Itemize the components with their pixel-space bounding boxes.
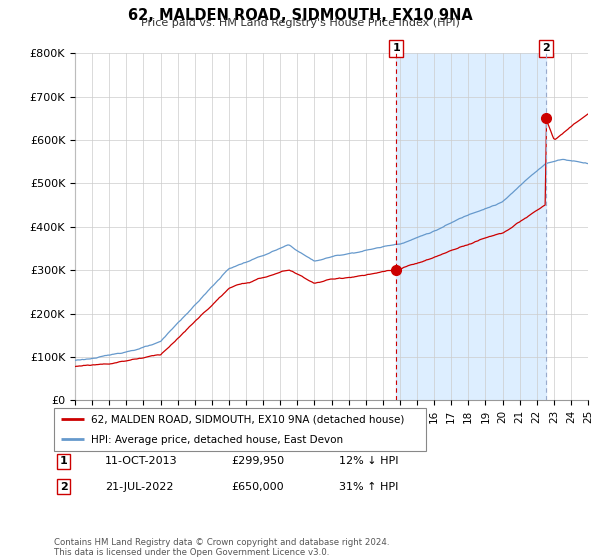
Text: 62, MALDEN ROAD, SIDMOUTH, EX10 9NA: 62, MALDEN ROAD, SIDMOUTH, EX10 9NA (128, 8, 472, 24)
Text: £299,950: £299,950 (231, 456, 284, 466)
FancyBboxPatch shape (54, 408, 426, 451)
Text: 2: 2 (60, 482, 67, 492)
Text: 62, MALDEN ROAD, SIDMOUTH, EX10 9NA (detached house): 62, MALDEN ROAD, SIDMOUTH, EX10 9NA (det… (91, 415, 404, 424)
Text: 21-JUL-2022: 21-JUL-2022 (105, 482, 173, 492)
Text: 11-OCT-2013: 11-OCT-2013 (105, 456, 178, 466)
Text: HPI: Average price, detached house, East Devon: HPI: Average price, detached house, East… (91, 435, 343, 445)
Text: 1: 1 (60, 456, 67, 466)
Bar (396, 53, 546, 400)
Text: 12% ↓ HPI: 12% ↓ HPI (339, 456, 398, 466)
Text: 1: 1 (392, 43, 400, 53)
Text: 2: 2 (542, 43, 550, 53)
Text: Price paid vs. HM Land Registry's House Price Index (HPI): Price paid vs. HM Land Registry's House … (140, 18, 460, 28)
Text: 31% ↑ HPI: 31% ↑ HPI (339, 482, 398, 492)
Text: Contains HM Land Registry data © Crown copyright and database right 2024.
This d: Contains HM Land Registry data © Crown c… (54, 538, 389, 557)
Text: £650,000: £650,000 (231, 482, 284, 492)
